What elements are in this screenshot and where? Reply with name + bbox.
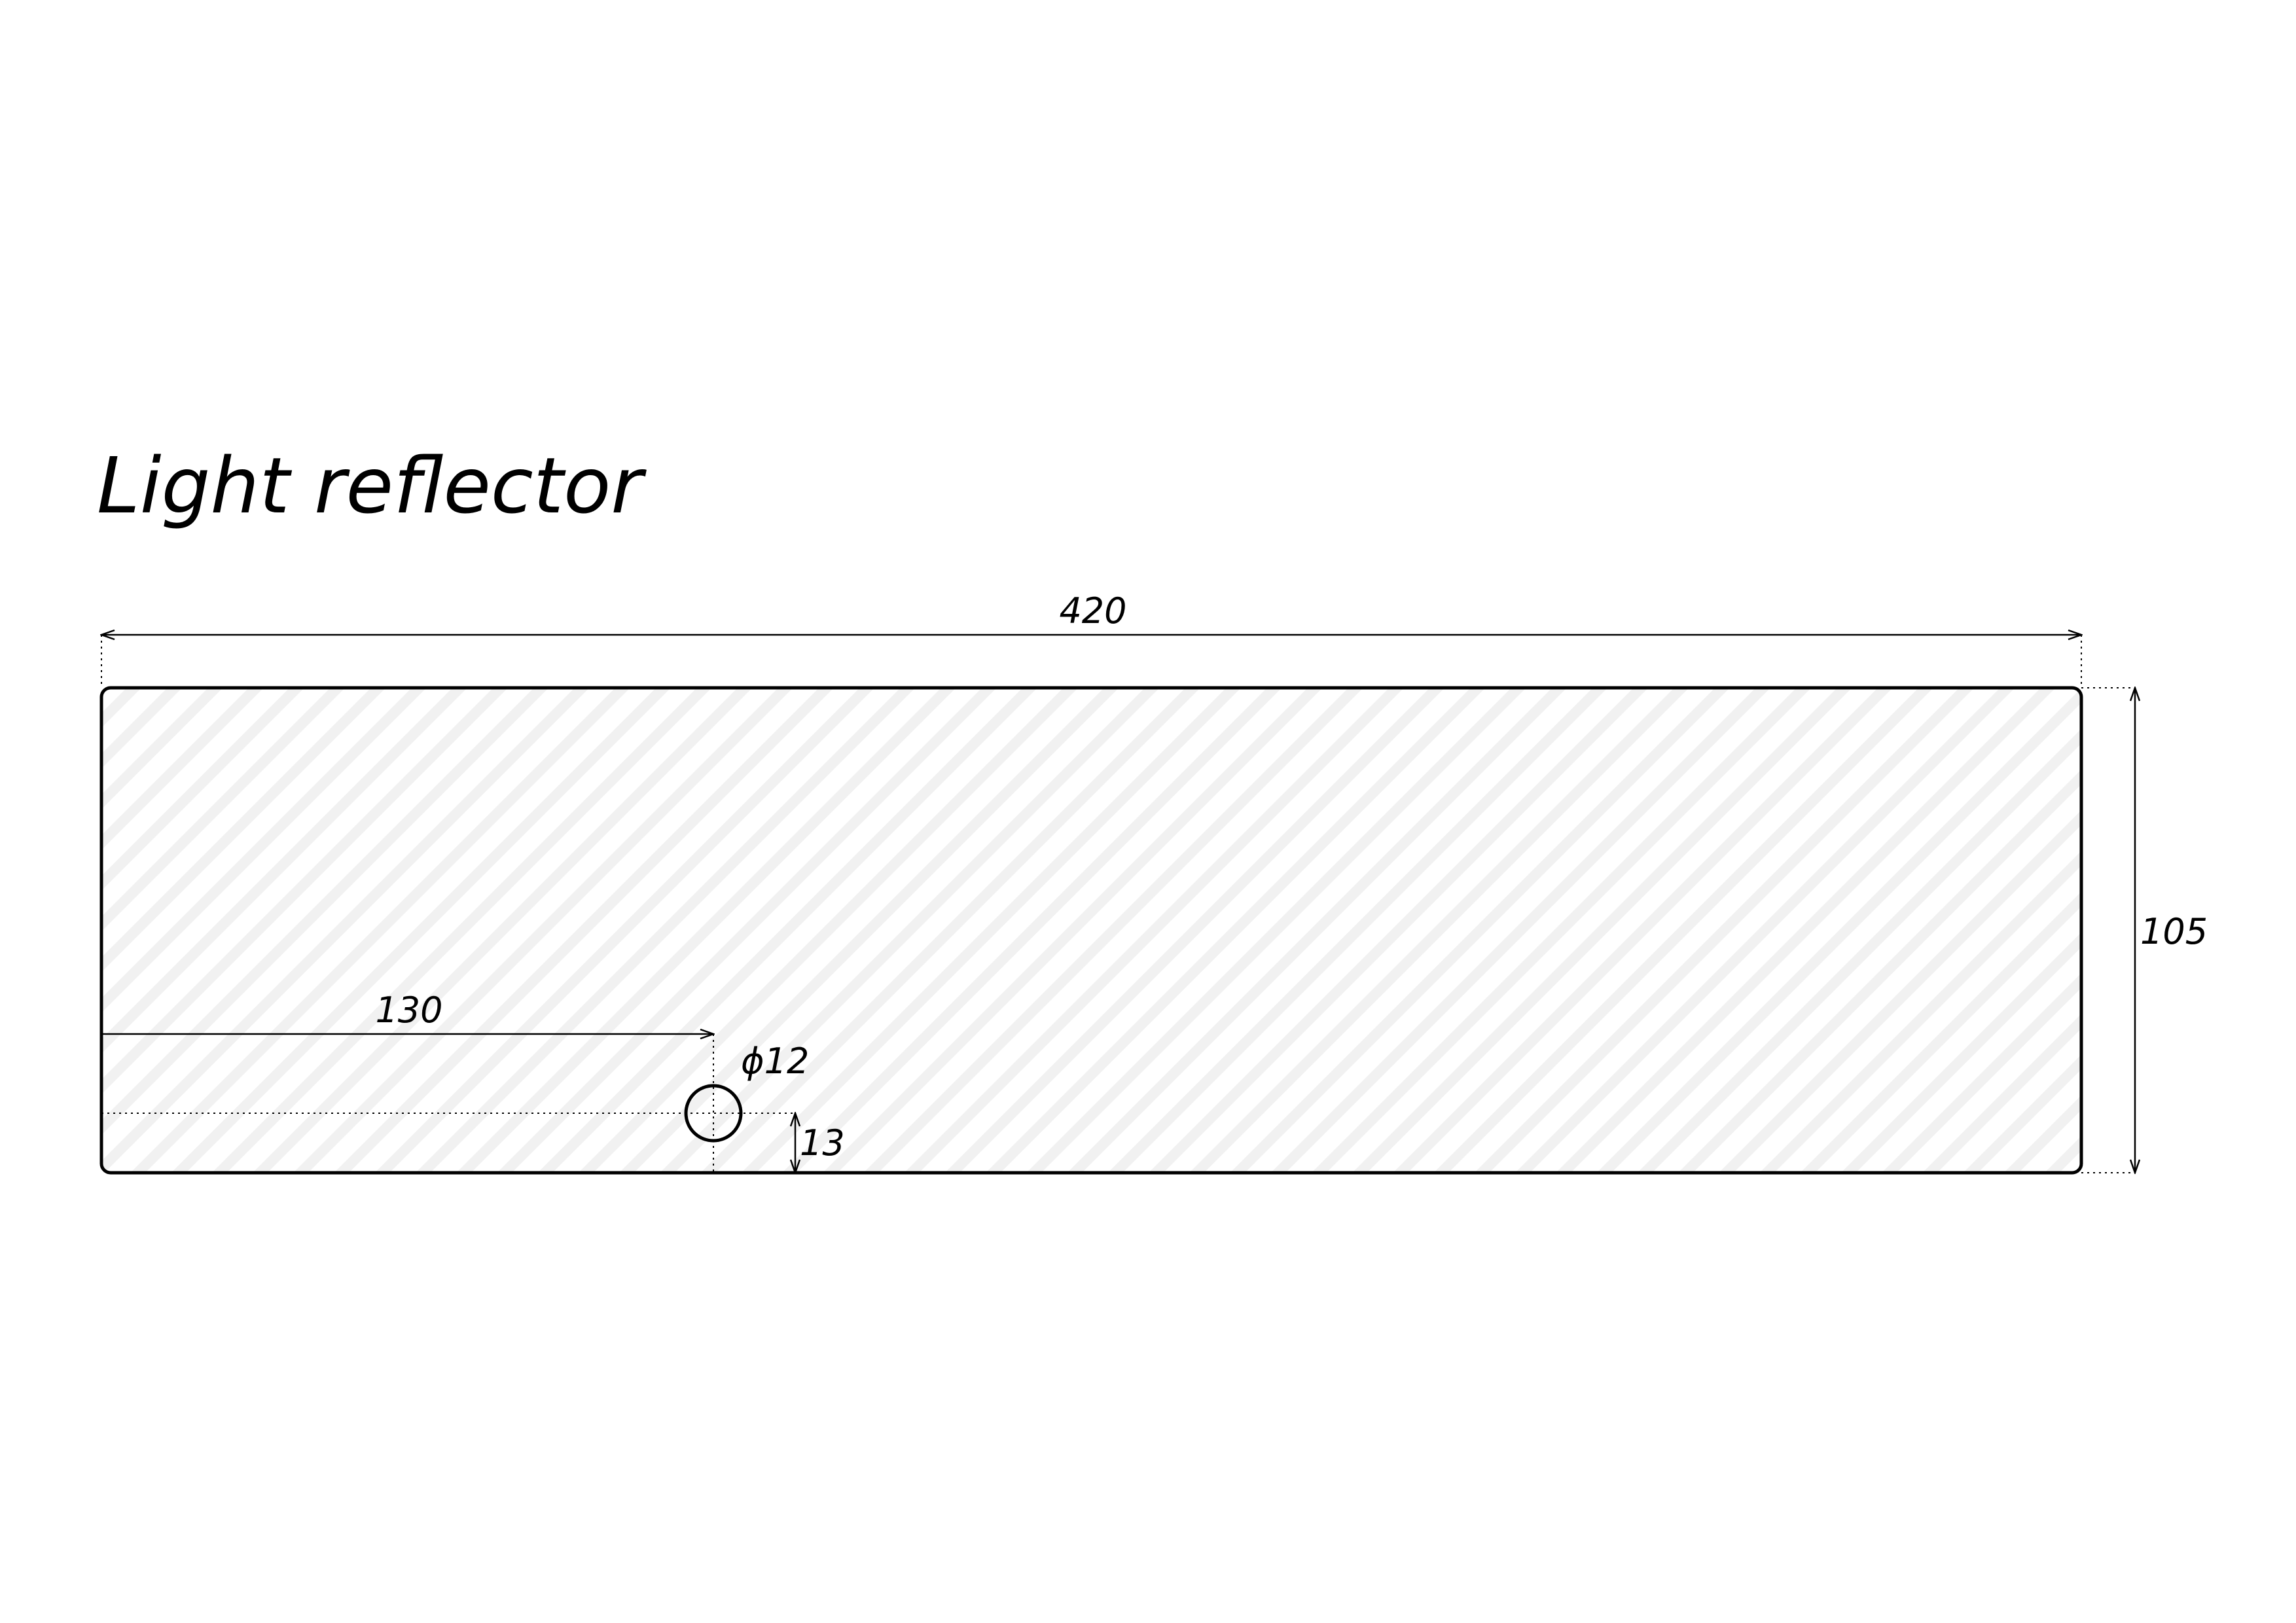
hole-offset-y-label: 13 — [800, 1122, 845, 1164]
drawing-title: Light reflector — [97, 440, 647, 531]
mounting-hole — [684, 1084, 743, 1143]
height-dimension-label: 105 — [2140, 911, 2208, 952]
hole-offset-y-dimension: 13 — [795, 1113, 845, 1173]
width-dimension-label: 420 — [1059, 590, 1126, 632]
hole-offset-x-label: 130 — [375, 990, 442, 1031]
width-dimension: 420 — [101, 590, 2081, 688]
height-dimension: 105 — [2081, 688, 2208, 1173]
plate-outline — [99, 686, 2083, 1175]
hole-diameter-label: ϕ12 — [741, 1041, 809, 1082]
hole-centerlines — [101, 1034, 795, 1173]
hole-offset-x-dimension: 130 — [101, 990, 713, 1034]
